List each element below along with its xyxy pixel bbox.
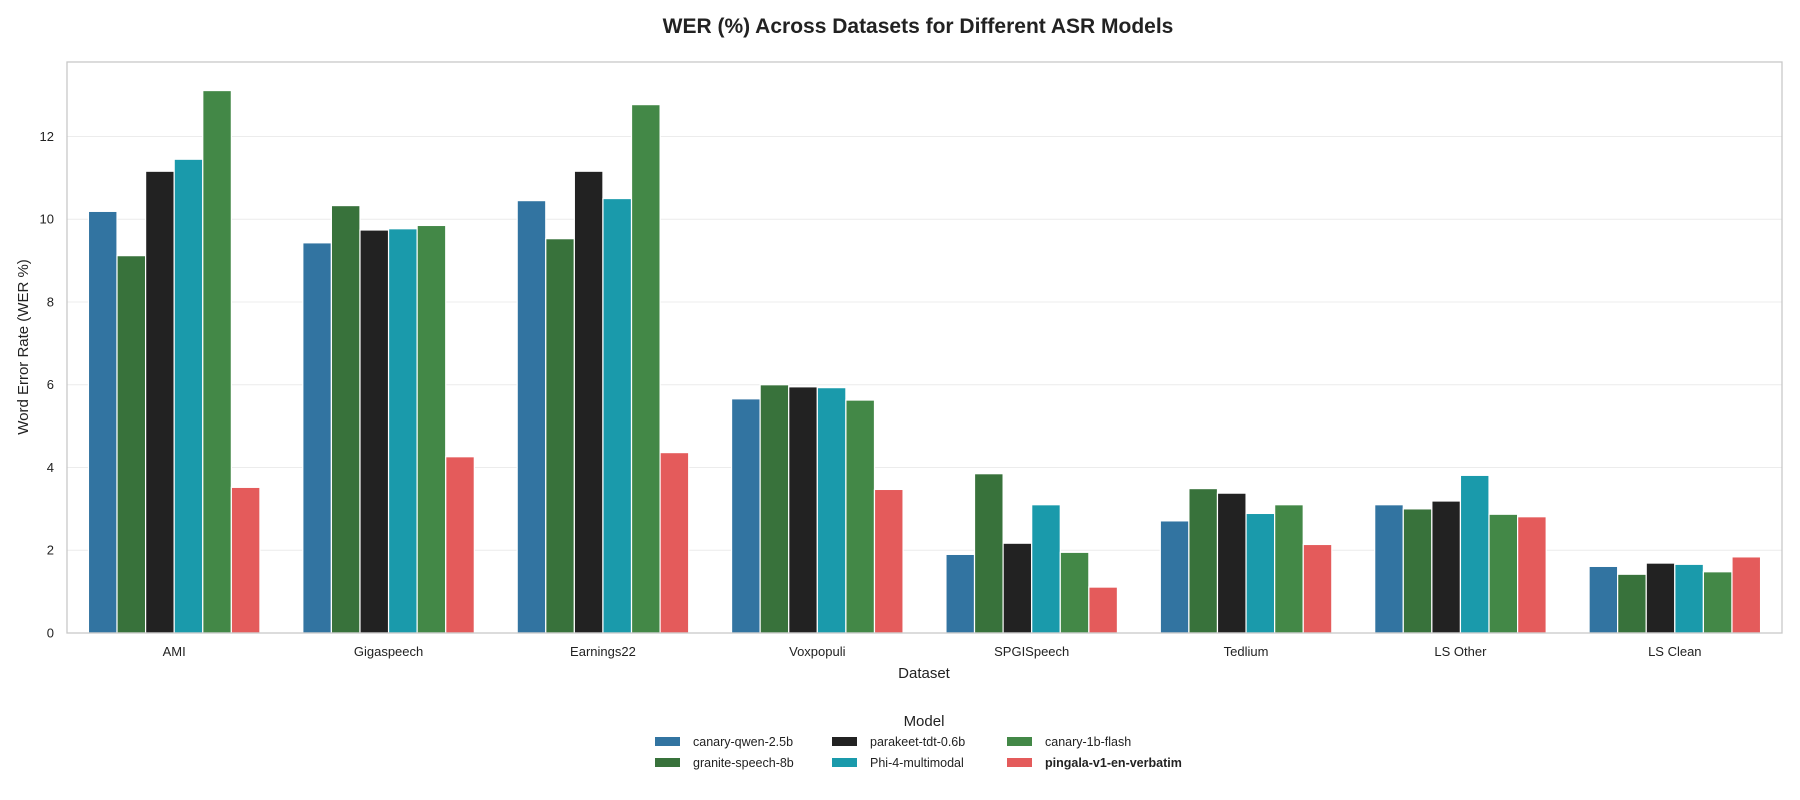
legend-label: granite-speech-8b — [693, 756, 794, 770]
legend-label: parakeet-tdt-0.6b — [870, 735, 965, 749]
legend-swatch — [1007, 737, 1032, 746]
bar — [359, 229, 390, 634]
bar — [330, 204, 361, 634]
bar — [145, 170, 175, 634]
bar — [87, 210, 118, 634]
bar — [545, 238, 575, 634]
x-tick-label: LS Clean — [1648, 644, 1701, 659]
bar — [1459, 474, 1490, 634]
bar — [1031, 504, 1061, 634]
legend-label: canary-qwen-2.5b — [693, 735, 793, 749]
bar — [1159, 520, 1190, 634]
legend-label: canary-1b-flash — [1045, 735, 1131, 749]
bar — [1245, 512, 1276, 634]
bar — [1517, 516, 1547, 634]
x-tick-label: AMI — [163, 644, 186, 659]
bar — [730, 398, 761, 634]
y-tick-label: 12 — [40, 129, 54, 144]
y-tick-label: 6 — [47, 377, 54, 392]
plot-frame — [66, 61, 1783, 634]
legend: Model canary-qwen-2.5b granite-speech-8b p… — [655, 713, 1182, 770]
x-ticks: AMI Gigaspeech Earnings22 Voxpopuli SPGISpee… — [163, 644, 1702, 659]
x-tick-label: SPGISpeech — [994, 644, 1069, 659]
x-tick-label: Tedlium — [1224, 644, 1269, 659]
bar — [1059, 551, 1090, 634]
x-tick-label: Gigaspeech — [354, 644, 423, 659]
y-tick-label: 0 — [47, 626, 54, 641]
bar — [1431, 500, 1462, 634]
y-ticks: 0 2 4 6 8 10 12 — [40, 129, 54, 641]
bar — [1188, 487, 1219, 634]
bar — [1645, 562, 1676, 634]
bar — [788, 386, 818, 634]
bar — [173, 158, 204, 634]
bar — [516, 200, 547, 634]
y-tick-label: 4 — [47, 460, 54, 475]
bar — [116, 255, 147, 634]
legend-swatch — [832, 737, 857, 746]
bar — [573, 170, 604, 634]
x-tick-label: LS Other — [1434, 644, 1487, 659]
bar — [1374, 504, 1404, 634]
y-axis-label: Word Error Rate (WER %) — [15, 259, 32, 435]
bar — [1674, 563, 1704, 634]
bar — [1488, 513, 1519, 634]
bar — [1617, 573, 1647, 634]
bar — [1088, 586, 1119, 634]
bar — [1731, 556, 1762, 634]
legend-swatch — [655, 737, 680, 746]
legend-title: Model — [904, 713, 945, 730]
bar — [1402, 508, 1433, 634]
bar — [416, 224, 447, 634]
legend-swatch — [1007, 758, 1032, 767]
x-tick-label: Earnings22 — [570, 644, 636, 659]
legend-swatch — [832, 758, 857, 767]
legend-label: pingala-v1-en-verbatim — [1045, 756, 1182, 770]
bar — [873, 488, 904, 634]
bar — [1274, 504, 1304, 634]
bar — [759, 384, 790, 634]
bar — [630, 104, 661, 634]
bar — [445, 456, 475, 634]
y-tick-label: 8 — [47, 294, 54, 309]
bar — [845, 399, 876, 634]
bar — [1588, 565, 1619, 634]
bar — [602, 197, 633, 634]
chart-title: WER (%) Across Datasets for Different AS… — [663, 15, 1174, 38]
bar — [1702, 571, 1733, 634]
x-axis-label: Dataset — [898, 665, 951, 682]
x-tick-label: Voxpopuli — [789, 644, 845, 659]
bar — [945, 553, 976, 634]
bar — [230, 486, 261, 634]
bar — [302, 242, 332, 634]
y-tick-label: 2 — [47, 543, 54, 558]
bar — [1302, 543, 1333, 634]
bar — [973, 473, 1004, 634]
legend-label: Phi-4-multimodal — [870, 756, 964, 770]
bar — [1216, 492, 1247, 634]
bar — [659, 451, 690, 634]
y-tick-label: 10 — [40, 212, 54, 227]
bar — [816, 387, 847, 634]
bar — [387, 228, 418, 634]
legend-swatch — [655, 758, 680, 767]
bar — [202, 89, 232, 634]
bar — [1002, 542, 1033, 634]
